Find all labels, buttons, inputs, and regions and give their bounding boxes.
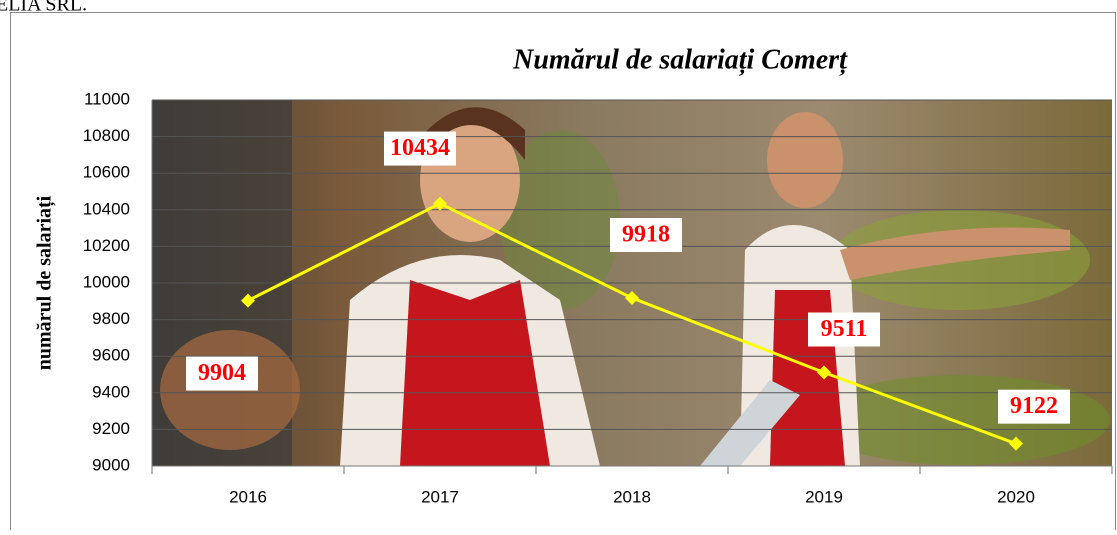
y-tick-label: 9600: [92, 346, 130, 365]
data-label-box: [610, 218, 682, 253]
data-label-box: [186, 356, 258, 391]
y-tick-label: 10800: [83, 126, 130, 145]
y-tick-label: 9000: [92, 455, 130, 474]
x-tick-label: 2019: [805, 487, 843, 506]
data-label-box: [808, 312, 880, 347]
y-tick-label: 9200: [92, 419, 130, 438]
data-label: 9904: [198, 360, 246, 386]
y-tick-label: 10200: [83, 236, 130, 255]
data-label-box: [384, 131, 456, 166]
x-tick-label: 2018: [613, 487, 651, 506]
x-tick-label: 2020: [997, 487, 1035, 506]
data-marker: [817, 365, 831, 380]
x-tick-label: 2016: [229, 487, 267, 506]
data-label-box: [998, 389, 1070, 424]
data-label: 9918: [622, 222, 670, 248]
caption-fragment: ELIA SRL.: [0, 0, 87, 16]
y-tick-label: 10000: [83, 272, 130, 291]
y-tick-label: 9400: [92, 382, 130, 401]
data-label: 9511: [821, 316, 868, 342]
y-tick-label: 10600: [83, 163, 130, 182]
data-marker: [1009, 436, 1023, 451]
y-axis-label: numărul de salariați: [34, 195, 57, 370]
data-label: 10434: [390, 135, 450, 161]
chart-title: Numărul de salariați Comerț: [512, 44, 848, 75]
data-label: 9122: [1010, 393, 1058, 419]
data-marker: [241, 293, 255, 308]
data-marker: [625, 291, 639, 306]
x-tick-label: 2017: [421, 487, 459, 506]
y-tick-label: 11000: [84, 89, 130, 108]
y-tick-label: 9800: [92, 309, 130, 328]
data-marker: [433, 196, 447, 211]
y-tick-label: 10400: [83, 199, 130, 218]
